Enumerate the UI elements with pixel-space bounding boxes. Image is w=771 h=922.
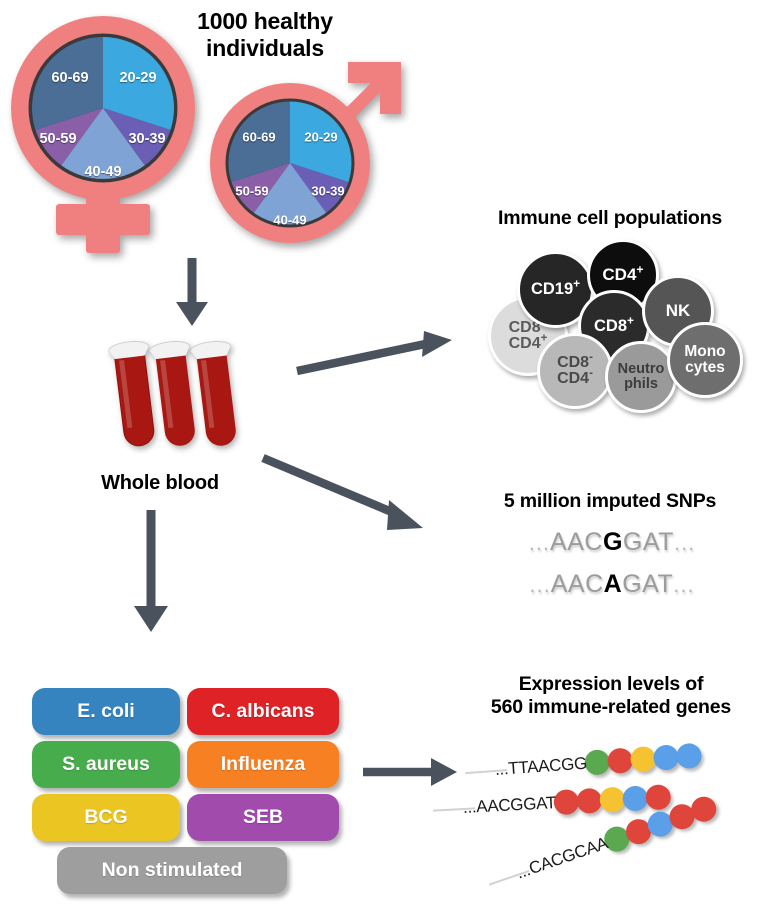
- expression-strand-2: ...AACGGAT: [433, 784, 672, 820]
- cd4-text: CD4: [602, 265, 637, 285]
- cd19-text: CD19: [530, 280, 574, 299]
- plus-sign: +: [573, 276, 581, 291]
- cell-bubble-neutrophils[interactable]: Neutro phils: [605, 341, 677, 413]
- leading-dots: ...: [529, 572, 551, 597]
- gene-bead-red: [606, 747, 634, 775]
- male-gender-icon: 20-29 30-39 40-49 50-59 60-69: [205, 48, 410, 248]
- whole-blood-label: Whole blood: [101, 472, 219, 494]
- snp-variant-allele: G: [602, 528, 623, 556]
- gene-bead-red: [645, 784, 672, 811]
- cd8n-line1-text: CD8: [557, 353, 590, 371]
- strand3-sequence: CACGCAA: [526, 833, 611, 878]
- trailing-dots: ...: [673, 572, 695, 597]
- arrow-blood-to-snps: [261, 454, 438, 548]
- expression-section-title: Expression levels of 560 immune-related …: [455, 673, 767, 719]
- leading-dots: ...: [528, 530, 551, 555]
- cohort-title-line1: 1000 healthy: [197, 8, 333, 34]
- cell-bubble-cd8neg-cd4neg[interactable]: CD8- CD4-: [537, 333, 613, 409]
- cd8-text: CD8: [594, 316, 628, 335]
- snps-section-title: 5 million imputed SNPs: [503, 490, 717, 512]
- snp-sequence-row-2: ...AACAGAT...: [487, 570, 737, 599]
- stimulus-bcg[interactable]: BCG: [32, 794, 180, 841]
- cd8cd4-line2-text: CD4: [508, 335, 541, 352]
- snp-sequence-row-1: ...AACGGAT...: [487, 528, 737, 557]
- stimulus-s-aureus[interactable]: S. aureus: [32, 741, 180, 788]
- snp-prefix: AAC: [550, 528, 603, 556]
- neutro-line2-text: phils: [624, 376, 658, 392]
- mono-line2-text: cytes: [685, 359, 725, 376]
- plus-sign: +: [540, 332, 548, 345]
- cell-bubble-monocytes[interactable]: Mono cytes: [667, 322, 743, 398]
- gene-bead-blue: [675, 742, 703, 770]
- cd8cd4-line1-text: CD8: [508, 318, 541, 336]
- stimulus-e-coli[interactable]: E. coli: [32, 688, 180, 735]
- minus-sign: -: [589, 367, 593, 380]
- expression-title-line2: 560 immune-related genes: [490, 696, 732, 718]
- expression-strand-1: ...TTAACGG: [465, 742, 703, 782]
- plus-sign: +: [636, 262, 644, 277]
- mono-line1-text: Mono: [684, 343, 726, 361]
- stimulus-seb[interactable]: SEB: [187, 794, 339, 841]
- arrow-blood-to-stimuli: [129, 510, 173, 640]
- arrow-cohort-to-blood: [170, 258, 214, 335]
- trailing-dots: ...: [673, 530, 696, 555]
- blood-tubes-icon: [108, 335, 243, 465]
- gene-bead-red: [553, 788, 580, 816]
- strand1-sequence: TTAACGG: [507, 753, 588, 778]
- gene-bead-blue: [652, 744, 680, 771]
- female-gender-icon: 20-29 30-39 40-49 50-59 60-69: [8, 8, 198, 258]
- page-title: 1000 healthy individuals: [150, 8, 380, 62]
- stimulus-c-albicans[interactable]: C. albicans: [187, 688, 339, 735]
- arrow-stimuli-to-expression: [363, 752, 461, 797]
- gene-bead-green: [584, 749, 611, 776]
- snp-suffix: GAT: [622, 570, 674, 598]
- gene-expression-strands: ...TTAACGG ...AACGGAT ... CACGCAA: [433, 735, 771, 915]
- stimulus-non-stimulated[interactable]: Non stimulated: [57, 847, 287, 894]
- plus-sign: +: [627, 313, 634, 328]
- stimuli-panel: E. coli C. albicans S. aureus Influenza …: [32, 688, 342, 894]
- stimulus-influenza[interactable]: Influenza: [187, 741, 339, 788]
- minus-sign: -: [589, 351, 593, 364]
- strand2-sequence: AACGGAT: [475, 792, 557, 816]
- snp-sequences: ...AACGGAT... ...AACAGAT...: [487, 528, 737, 618]
- gene-bead-blue: [622, 785, 649, 812]
- cd8n-line2-text: CD4: [557, 370, 590, 387]
- immune-cell-bubbles: CD8+ CD4+ CD19+ CD4+ CD8+ NK CD8- CD4- N…: [460, 238, 760, 418]
- immune-section-title: Immune cell populations: [497, 207, 722, 229]
- nk-text: NK: [665, 301, 691, 321]
- neutro-line1-text: Neutro: [617, 361, 665, 378]
- expression-title-line1: Expression levels of: [518, 673, 704, 695]
- gene-bead-yellow: [599, 786, 626, 813]
- snp-prefix: AAC: [550, 570, 604, 598]
- snp-variant-allele: A: [603, 570, 623, 598]
- arrow-blood-to-immune-cells: [296, 330, 462, 385]
- cohort-title-line2: individuals: [206, 35, 324, 62]
- gene-bead-yellow: [629, 745, 657, 773]
- gene-bead-red: [576, 787, 603, 815]
- strand2-dots: ...: [462, 796, 477, 817]
- snp-suffix: GAT: [622, 528, 674, 556]
